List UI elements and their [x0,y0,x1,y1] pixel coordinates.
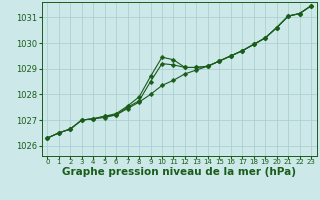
X-axis label: Graphe pression niveau de la mer (hPa): Graphe pression niveau de la mer (hPa) [62,167,296,177]
